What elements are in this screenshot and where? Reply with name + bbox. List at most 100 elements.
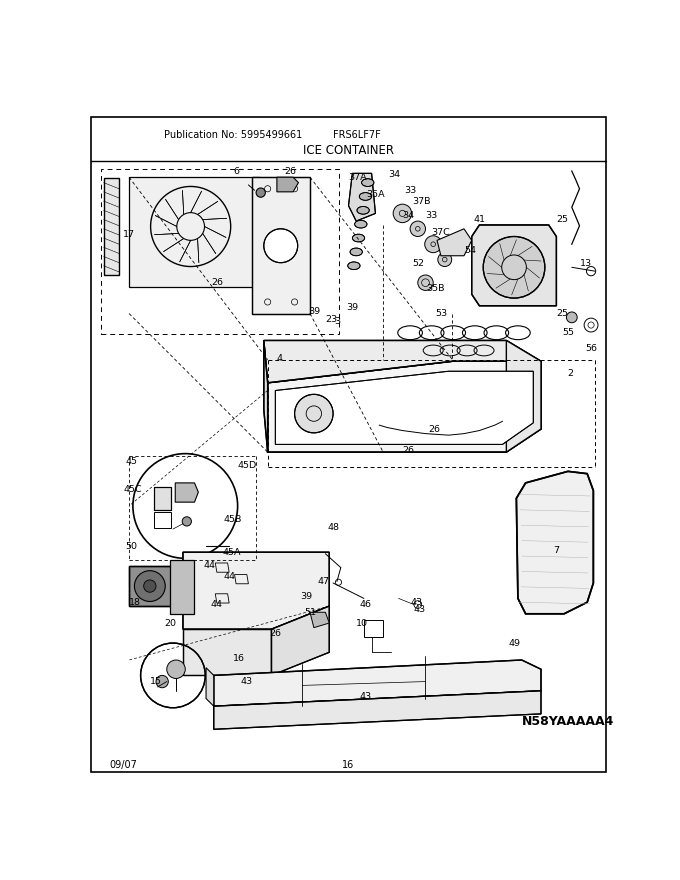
Text: 45: 45: [125, 457, 137, 466]
Ellipse shape: [393, 204, 411, 223]
Text: 49: 49: [508, 639, 520, 648]
Polygon shape: [252, 177, 310, 313]
Ellipse shape: [357, 207, 369, 214]
Text: 39: 39: [346, 303, 358, 312]
Text: 46: 46: [360, 600, 371, 609]
Polygon shape: [268, 361, 541, 452]
Text: Publication No: 5995499661: Publication No: 5995499661: [164, 130, 302, 140]
Text: 55: 55: [562, 328, 574, 337]
Text: 37C: 37C: [432, 228, 450, 237]
Text: 09/07: 09/07: [109, 759, 137, 770]
Text: 4: 4: [276, 354, 282, 363]
Text: 37B: 37B: [412, 197, 431, 206]
Ellipse shape: [143, 580, 156, 592]
Text: 45B: 45B: [224, 516, 242, 524]
Ellipse shape: [483, 237, 545, 298]
Text: 43: 43: [410, 598, 422, 606]
Text: 26: 26: [403, 446, 415, 455]
Text: 51: 51: [304, 608, 316, 617]
Polygon shape: [214, 691, 541, 730]
Text: 26: 26: [269, 628, 282, 637]
Text: 35A: 35A: [366, 190, 385, 199]
Polygon shape: [348, 173, 375, 221]
Text: 13: 13: [579, 259, 592, 268]
Text: 48: 48: [327, 523, 339, 532]
Text: 16: 16: [342, 759, 355, 770]
Text: 45D: 45D: [237, 461, 256, 471]
Text: 50: 50: [125, 541, 137, 551]
Text: 56: 56: [585, 344, 597, 353]
Text: 43: 43: [413, 605, 426, 614]
Ellipse shape: [438, 253, 452, 267]
Text: 18: 18: [129, 598, 141, 606]
Ellipse shape: [566, 312, 577, 323]
Text: 20: 20: [164, 619, 176, 627]
Ellipse shape: [256, 188, 265, 197]
Ellipse shape: [350, 248, 362, 256]
Polygon shape: [310, 612, 329, 627]
Text: 39: 39: [308, 307, 320, 317]
Ellipse shape: [359, 193, 371, 201]
Text: 43: 43: [241, 677, 253, 686]
Text: 33: 33: [404, 186, 416, 194]
Ellipse shape: [352, 234, 364, 242]
Text: 10: 10: [356, 619, 369, 627]
Ellipse shape: [182, 517, 192, 526]
Text: 35B: 35B: [426, 284, 445, 293]
Text: 25: 25: [556, 309, 568, 318]
Ellipse shape: [156, 676, 169, 688]
Text: 43: 43: [359, 693, 371, 701]
Text: 16: 16: [233, 654, 245, 663]
Text: 44: 44: [210, 600, 222, 609]
Polygon shape: [129, 177, 260, 287]
Text: N58YAAAAA4: N58YAAAAA4: [522, 715, 614, 728]
Polygon shape: [277, 177, 299, 192]
Polygon shape: [183, 553, 329, 629]
Text: 34: 34: [403, 211, 415, 220]
Text: 44: 44: [204, 561, 216, 569]
Text: 37A: 37A: [348, 172, 367, 181]
Text: 53: 53: [435, 309, 447, 318]
Text: 34: 34: [389, 171, 401, 180]
Text: 26: 26: [428, 424, 441, 434]
Text: 7: 7: [554, 546, 560, 555]
Ellipse shape: [347, 262, 360, 269]
Text: 26: 26: [211, 278, 224, 287]
Polygon shape: [154, 487, 171, 510]
Polygon shape: [507, 341, 541, 452]
Polygon shape: [206, 668, 214, 706]
Ellipse shape: [410, 221, 426, 237]
Text: 45C: 45C: [124, 485, 142, 494]
Ellipse shape: [418, 275, 433, 290]
Polygon shape: [271, 606, 329, 676]
Polygon shape: [264, 341, 541, 383]
Text: 17: 17: [123, 231, 135, 239]
Text: 45A: 45A: [222, 547, 241, 557]
Text: 3: 3: [334, 317, 340, 326]
Ellipse shape: [294, 394, 333, 433]
Text: 26: 26: [285, 166, 296, 175]
Text: 33: 33: [426, 211, 438, 220]
Ellipse shape: [135, 571, 165, 601]
Text: FRS6LF7F: FRS6LF7F: [333, 130, 381, 140]
Text: 23: 23: [326, 315, 338, 324]
Polygon shape: [214, 660, 541, 706]
Polygon shape: [175, 483, 199, 502]
Polygon shape: [264, 341, 268, 452]
Ellipse shape: [425, 236, 442, 253]
Polygon shape: [129, 566, 171, 606]
Polygon shape: [516, 472, 594, 614]
Polygon shape: [170, 560, 194, 614]
Text: 44: 44: [223, 572, 235, 582]
Ellipse shape: [167, 660, 185, 678]
Text: 2: 2: [567, 369, 573, 378]
Text: ICE CONTAINER: ICE CONTAINER: [303, 143, 394, 157]
Text: 54: 54: [464, 246, 476, 255]
Ellipse shape: [355, 220, 367, 228]
Text: 39: 39: [300, 592, 312, 601]
Bar: [101, 169, 339, 334]
Text: 52: 52: [412, 259, 424, 268]
Text: 15: 15: [150, 677, 162, 686]
Polygon shape: [437, 229, 472, 256]
Ellipse shape: [264, 229, 298, 262]
